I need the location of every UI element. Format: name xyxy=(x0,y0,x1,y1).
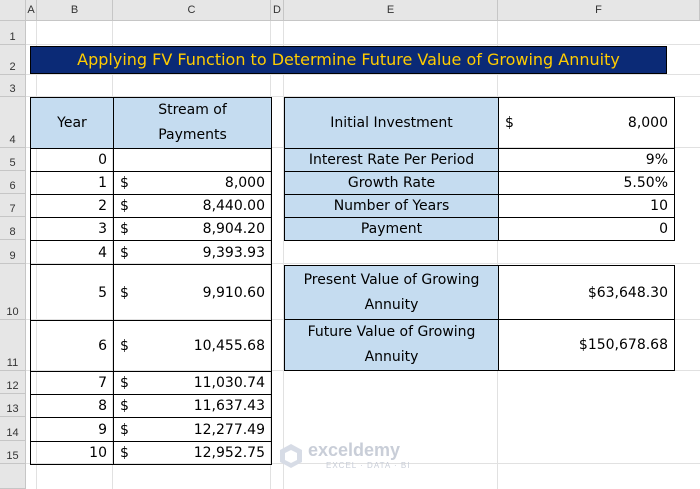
row-header-9[interactable]: 9 xyxy=(0,240,26,264)
payments-header[interactable]: Stream of Payments xyxy=(113,97,272,149)
row-header-2[interactable]: 2 xyxy=(0,45,26,75)
year-cell[interactable]: 0 xyxy=(30,148,114,172)
row-header-7[interactable]: 7 xyxy=(0,194,26,217)
currency-symbol: $ xyxy=(120,445,129,461)
year-cell[interactable]: 5 xyxy=(30,264,114,321)
select-all-corner[interactable] xyxy=(0,0,26,21)
row-header-1[interactable]: 1 xyxy=(0,21,26,45)
row-header-10[interactable]: 10 xyxy=(0,264,26,320)
row-header-14[interactable]: 14 xyxy=(0,417,26,441)
present-value-result[interactable]: $63,648.30 xyxy=(498,265,675,320)
currency-symbol: $ xyxy=(505,115,514,131)
year-cell[interactable]: 2 xyxy=(30,194,114,218)
row-header-3[interactable]: 3 xyxy=(0,75,26,97)
payment-amount-cell[interactable]: $11,030.74 xyxy=(113,371,272,395)
currency-symbol: $ xyxy=(120,421,129,438)
payment-amount: 11,030.74 xyxy=(193,375,265,391)
column-header-f[interactable]: F xyxy=(498,0,700,21)
gridline xyxy=(270,21,271,489)
growth-rate-label[interactable]: Growth Rate xyxy=(284,171,499,195)
column-header-e[interactable]: E xyxy=(284,0,498,21)
payment-amount: 11,637.43 xyxy=(193,398,265,414)
row-header-5[interactable]: 5 xyxy=(0,148,26,171)
gridline xyxy=(112,21,113,489)
payment-amount: 9,910.60 xyxy=(202,284,265,301)
payment-amount: 9,393.93 xyxy=(202,244,265,261)
year-header[interactable]: Year xyxy=(30,97,114,149)
payment-value[interactable]: 0 xyxy=(498,217,675,241)
payment-amount-cell[interactable]: $12,277.49 xyxy=(113,417,272,442)
future-value-result[interactable]: $150,678.68 xyxy=(498,319,675,371)
payment-amount: 8,000 xyxy=(224,175,265,191)
watermark-brand: exceldemy xyxy=(308,440,401,460)
gridline xyxy=(26,263,700,264)
exceldemy-logo-icon xyxy=(280,444,302,468)
row-header-4[interactable]: 4 xyxy=(0,97,26,148)
payment-amount-cell[interactable]: $9,393.93 xyxy=(113,240,272,265)
row-header-16[interactable] xyxy=(0,464,26,489)
year-cell[interactable]: 8 xyxy=(30,394,114,418)
initial-investment-value: 8,000 xyxy=(627,115,668,131)
payment-amount: 12,277.49 xyxy=(193,421,265,438)
column-header-b[interactable]: B xyxy=(37,0,113,21)
payment-amount: 8,904.20 xyxy=(202,221,265,237)
exceldemy-watermark: exceldemy EXCEL · DATA · BI xyxy=(278,440,428,472)
year-cell[interactable]: 10 xyxy=(30,441,114,465)
year-cell[interactable]: 9 xyxy=(30,417,114,442)
year-cell[interactable]: 1 xyxy=(30,171,114,195)
year-cell[interactable]: 6 xyxy=(30,320,114,372)
column-header-d[interactable]: D xyxy=(271,0,284,21)
payment-amount-cell[interactable]: $10,455.68 xyxy=(113,320,272,372)
initial-investment-value-cell[interactable]: $ 8,000 xyxy=(498,97,675,149)
sheet-title[interactable]: Applying FV Function to Determine Future… xyxy=(30,46,667,74)
year-cell[interactable]: 7 xyxy=(30,371,114,395)
number-of-years-label[interactable]: Number of Years xyxy=(284,194,499,218)
interest-rate-label[interactable]: Interest Rate Per Period xyxy=(284,148,499,172)
currency-symbol: $ xyxy=(120,175,129,191)
row-header-13[interactable]: 13 xyxy=(0,394,26,417)
payment-amount: 10,455.68 xyxy=(193,338,265,354)
payment-amount-cell[interactable]: $12,952.75 xyxy=(113,441,272,465)
payment-amount: 8,440.00 xyxy=(202,198,265,214)
gridline xyxy=(26,74,700,75)
currency-symbol: $ xyxy=(120,284,129,301)
currency-symbol: $ xyxy=(120,198,129,214)
gridline xyxy=(26,96,700,97)
payment-label[interactable]: Payment xyxy=(284,217,499,241)
row-header-8[interactable]: 8 xyxy=(0,217,26,240)
column-header-a[interactable]: A xyxy=(26,0,37,21)
payment-amount-cell[interactable]: $9,910.60 xyxy=(113,264,272,321)
year-cell[interactable]: 4 xyxy=(30,240,114,265)
row-header-12[interactable]: 12 xyxy=(0,371,26,394)
payment-amount-cell[interactable]: $8,904.20 xyxy=(113,217,272,241)
currency-symbol: $ xyxy=(120,375,129,391)
currency-symbol: $ xyxy=(120,338,129,354)
year-cell[interactable]: 3 xyxy=(30,217,114,241)
currency-symbol: $ xyxy=(120,244,129,261)
initial-investment-label[interactable]: Initial Investment xyxy=(284,97,499,149)
number-of-years-value[interactable]: 10 xyxy=(498,194,675,218)
payment-amount-cell[interactable] xyxy=(113,148,272,172)
growth-rate-value[interactable]: 5.50% xyxy=(498,171,675,195)
column-header-c[interactable]: C xyxy=(113,0,271,21)
currency-symbol: $ xyxy=(120,398,129,414)
row-header-6[interactable]: 6 xyxy=(0,171,26,194)
gridline xyxy=(26,463,700,464)
payment-amount-cell[interactable]: $8,000 xyxy=(113,171,272,195)
watermark-tagline: EXCEL · DATA · BI xyxy=(326,461,411,470)
payment-amount: 12,952.75 xyxy=(193,445,265,461)
payment-amount-cell[interactable]: $11,637.43 xyxy=(113,394,272,418)
currency-symbol: $ xyxy=(120,221,129,237)
present-value-label[interactable]: Present Value of Growing Annuity xyxy=(284,265,499,320)
gridline xyxy=(497,21,498,489)
row-header-15[interactable]: 15 xyxy=(0,441,26,464)
gridline xyxy=(26,44,700,45)
row-header-11[interactable]: 11 xyxy=(0,320,26,371)
gridline xyxy=(283,21,284,489)
gridline xyxy=(36,21,37,489)
payment-amount-cell[interactable]: $8,440.00 xyxy=(113,194,272,218)
future-value-label[interactable]: Future Value of Growing Annuity xyxy=(284,319,499,371)
interest-rate-value[interactable]: 9% xyxy=(498,148,675,172)
